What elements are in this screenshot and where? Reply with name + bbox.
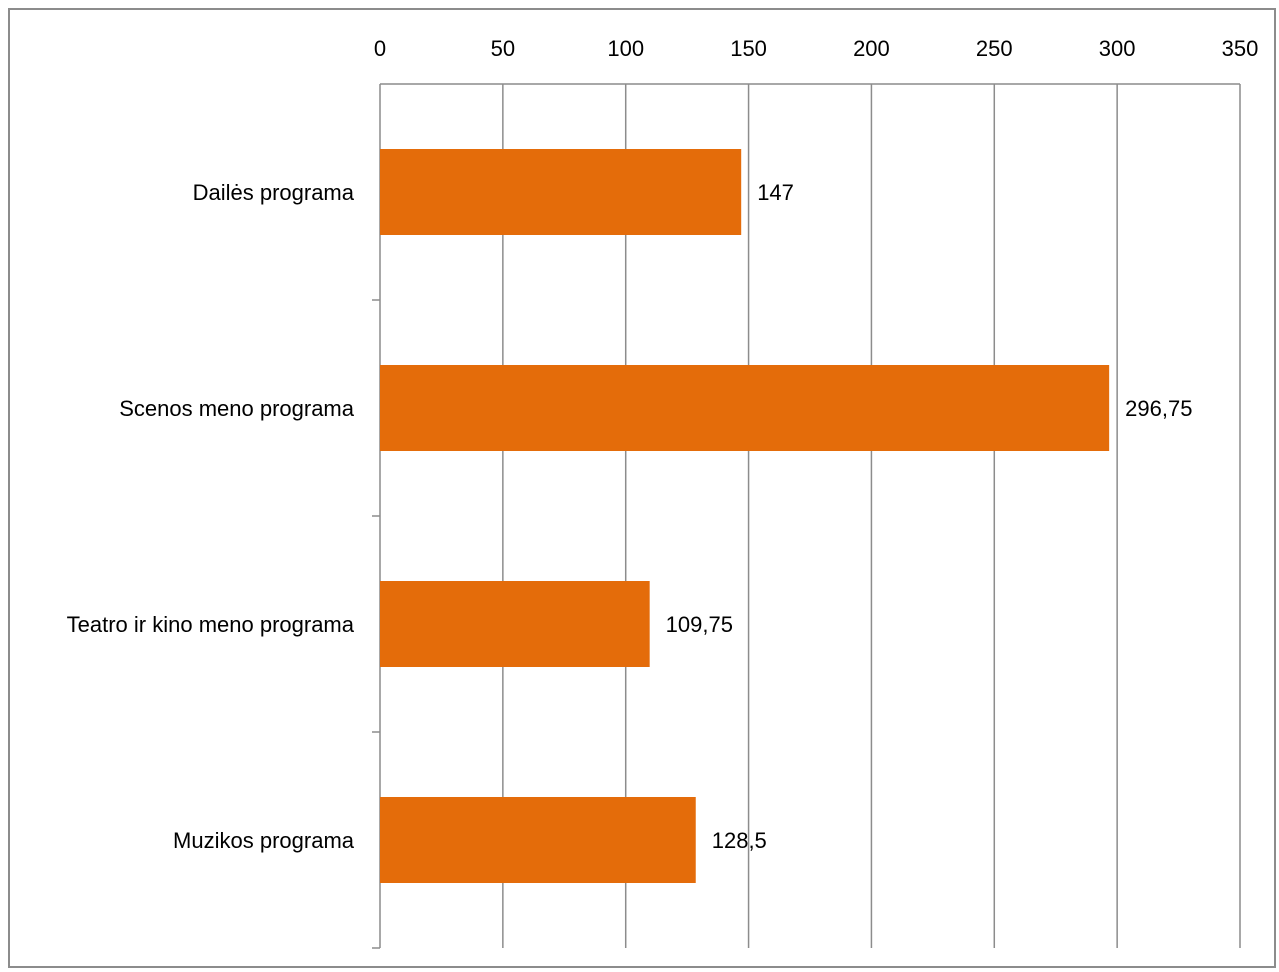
data-label: 147 xyxy=(757,180,794,205)
category-label: Scenos meno programa xyxy=(119,396,355,421)
data-label: 109,75 xyxy=(666,612,733,637)
bar xyxy=(380,149,742,235)
data-label: 128,5 xyxy=(712,828,767,853)
category-label: Dailės programa xyxy=(193,180,355,205)
x-tick-label: 250 xyxy=(976,36,1013,61)
category-label: Muzikos programa xyxy=(173,828,355,853)
bar xyxy=(380,365,1110,451)
x-tick-label: 100 xyxy=(607,36,644,61)
bar xyxy=(380,797,696,883)
x-tick-label: 50 xyxy=(491,36,515,61)
x-tick-label: 300 xyxy=(1099,36,1136,61)
data-label: 296,75 xyxy=(1125,396,1192,421)
x-tick-label: 200 xyxy=(853,36,890,61)
category-label: Teatro ir kino meno programa xyxy=(67,612,355,637)
x-tick-label: 0 xyxy=(374,36,386,61)
bar xyxy=(380,581,650,667)
x-tick-label: 150 xyxy=(730,36,767,61)
x-tick-label: 350 xyxy=(1222,36,1259,61)
